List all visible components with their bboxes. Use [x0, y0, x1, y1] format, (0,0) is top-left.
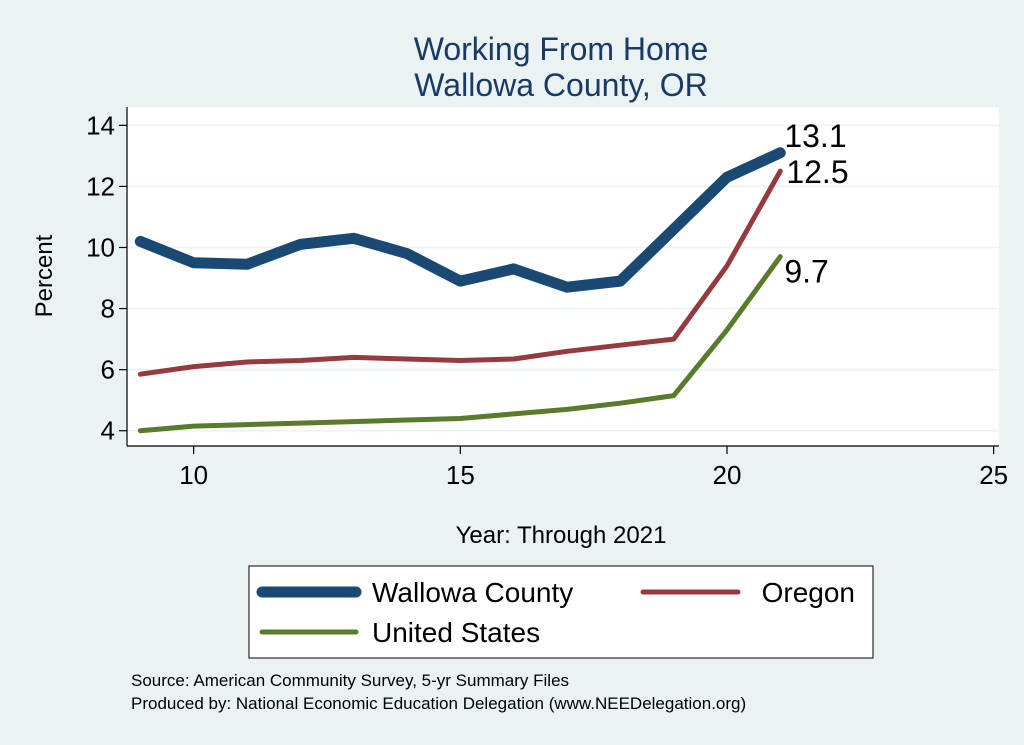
x-tick-label: 25: [979, 460, 1008, 490]
legend-box: [248, 565, 874, 659]
producer-note: Produced by: National Economic Education…: [131, 694, 746, 713]
end-labels: 13.112.5 9.7: [784, 118, 848, 290]
x-tick-label: 20: [713, 460, 742, 490]
legend-label-oregon: Oregon: [762, 577, 855, 608]
source-note: Source: American Community Survey, 5-yr …: [131, 671, 569, 690]
series-line-wallowa-county: [134, 147, 786, 293]
series-lines: [134, 147, 786, 434]
chart-title-line-1: Working From Home: [414, 31, 709, 67]
y-tick-label: 8: [101, 294, 115, 324]
end-label-oregon: 12.5: [786, 154, 848, 190]
axes: 4 6 8 10 12 14 10 15 20 25: [86, 107, 1008, 490]
series-line-oregon: [137, 168, 783, 377]
y-axis-label: Percent: [31, 234, 58, 317]
plot-area: [127, 107, 999, 446]
y-tick-label: 4: [101, 416, 115, 446]
x-tick-label: 10: [179, 460, 208, 490]
series-line-united-states: [137, 254, 783, 434]
y-tick-label: 6: [101, 355, 115, 385]
legend-label-wallowa-county: Wallowa County: [372, 577, 573, 608]
y-tick-label: 12: [86, 171, 115, 201]
x-axis-label: Year: Through 2021: [456, 522, 667, 549]
chart-title-line-2: Wallowa County, OR: [414, 67, 707, 103]
legend-label-united-states: United States: [372, 617, 540, 648]
gridlines: [127, 124, 999, 432]
end-label-united-states: 9.7: [784, 254, 828, 290]
y-tick-label: 10: [86, 232, 115, 262]
x-tick-label: 15: [446, 460, 475, 490]
end-label-wallowa-county: 13.1: [784, 118, 846, 154]
y-tick-label: 14: [86, 110, 115, 140]
